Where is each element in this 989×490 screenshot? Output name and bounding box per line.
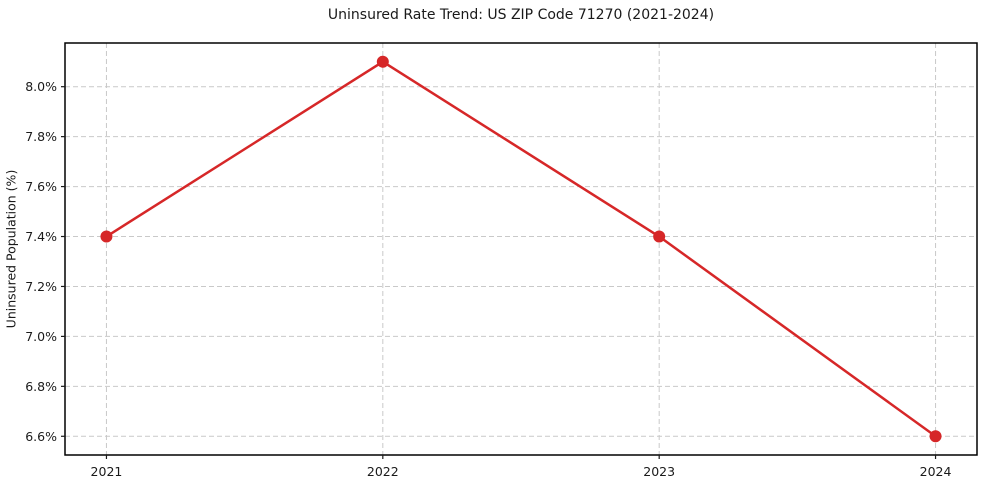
- data-point-marker: [376, 55, 389, 68]
- y-tick-label: 7.8%: [25, 129, 57, 144]
- y-tick-label: 6.6%: [25, 429, 57, 444]
- data-point-marker: [929, 430, 942, 443]
- x-tick-label: 2021: [91, 464, 123, 479]
- y-tick-label: 8.0%: [25, 79, 57, 94]
- y-tick-label: 6.8%: [25, 379, 57, 394]
- y-tick-label: 7.0%: [25, 329, 57, 344]
- x-tick-label: 2022: [367, 464, 399, 479]
- x-tick-label: 2023: [643, 464, 675, 479]
- trend-line: [105, 60, 937, 438]
- plot-border: [64, 42, 978, 456]
- y-tick-label: 7.4%: [25, 229, 57, 244]
- data-point-marker: [653, 230, 666, 243]
- chart-title: Uninsured Rate Trend: US ZIP Code 71270 …: [327, 7, 715, 23]
- y-tick-label: 7.6%: [25, 179, 57, 194]
- data-point-marker: [100, 230, 113, 243]
- y-tick-label: 7.2%: [25, 279, 57, 294]
- x-tick-label: 2024: [920, 464, 952, 479]
